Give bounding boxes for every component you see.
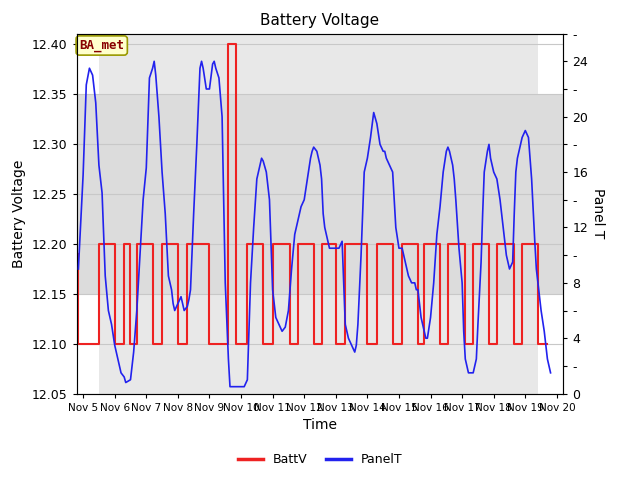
X-axis label: Time: Time [303,418,337,432]
Title: Battery Voltage: Battery Voltage [260,13,380,28]
Bar [77,94,563,294]
Text: BA_met: BA_met [79,39,124,52]
Legend: BattV, PanelT: BattV, PanelT [232,448,408,471]
Y-axis label: Battery Voltage: Battery Voltage [12,159,26,268]
Y-axis label: Panel T: Panel T [591,189,605,239]
Bar [77,94,563,294]
